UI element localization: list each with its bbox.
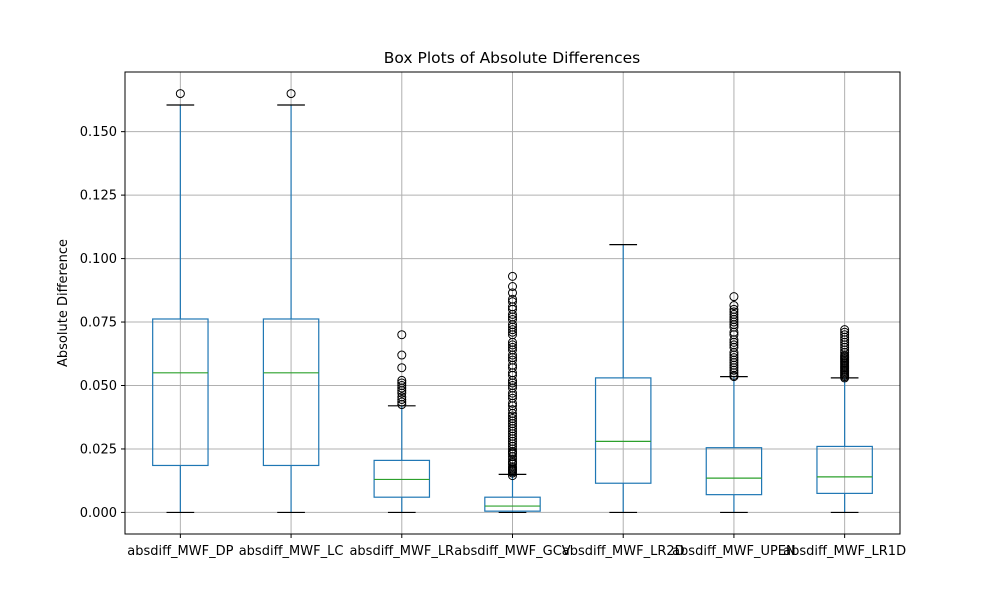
outlier-point (508, 411, 517, 421)
outlier-point (397, 378, 407, 388)
box-group (705, 292, 763, 514)
box-group (152, 89, 209, 514)
box-group (594, 244, 652, 514)
y-axis-label: Absolute Difference (56, 239, 71, 367)
box-group (373, 330, 431, 514)
outlier-point (508, 355, 517, 365)
y-tick-label: 0.050 (80, 379, 117, 394)
outlier-point (508, 315, 517, 324)
outlier-point (729, 353, 739, 363)
chart-title: Box Plots of Absolute Differences (384, 49, 640, 67)
box-layer (152, 89, 873, 514)
box-group (816, 325, 873, 514)
outlier-point (286, 89, 296, 99)
outlier-point (840, 325, 850, 335)
outlier-point (508, 294, 517, 304)
outlier-point (508, 414, 517, 423)
outlier-point (508, 381, 517, 390)
outlier-point (508, 288, 517, 298)
outlier-point (729, 304, 739, 314)
x-tick-label: absdiff_MWF_DP (127, 544, 233, 559)
y-tick-label: 0.025 (80, 442, 117, 457)
outlier-point (508, 271, 517, 281)
outlier-point (508, 325, 517, 335)
y-tick-label: 0.150 (80, 125, 117, 140)
y-tick-label: 0.125 (80, 189, 117, 204)
outlier-point (397, 397, 407, 407)
iqr-box (594, 377, 652, 484)
grid-layer (125, 72, 900, 534)
outlier-point (508, 393, 517, 403)
iqr-box (262, 318, 320, 467)
x-tick-label: absdiff_MWF_GCV (454, 544, 571, 559)
outlier-point (397, 363, 407, 373)
outlier-point (729, 307, 739, 317)
outlier-point (508, 297, 517, 307)
outlier-point (840, 330, 850, 340)
axis-layer: 0.000 0.025 0.050 0.075 0.100 0.125 0.150 absdi… (80, 125, 906, 559)
box-group (262, 89, 320, 514)
y-tick-label: 0.000 (80, 506, 117, 521)
box-group (484, 271, 541, 514)
outlier-point (729, 309, 739, 319)
iqr-box (152, 318, 209, 467)
outlier-point (729, 340, 739, 350)
x-tick-label: absdiff_MWF_UPEN (672, 544, 796, 559)
outlier-point (508, 342, 517, 352)
y-tick-label: 0.075 (80, 316, 117, 331)
x-tick-label: absdiff_MWF_LC (239, 544, 344, 559)
outlier-point (840, 327, 850, 337)
outlier-point (397, 330, 407, 340)
outlier-point (397, 392, 407, 402)
x-tick-label: absdiff_MWF_LR2D (562, 544, 685, 559)
outlier-point (397, 350, 407, 360)
outlier-point (508, 282, 517, 291)
x-tick-label: absdiff_MWF_LR (349, 544, 454, 559)
outlier-point (397, 394, 407, 404)
iqr-box (484, 496, 541, 512)
iqr-box (373, 459, 431, 498)
outlier-point (175, 89, 185, 99)
x-tick-label: absdiff_MWF_LR1D (783, 544, 906, 559)
outlier-point (508, 340, 517, 350)
outlier-point (397, 375, 407, 385)
outlier-point (397, 381, 407, 390)
outlier-point (729, 301, 739, 311)
iqr-box (705, 447, 763, 496)
y-tick-label: 0.100 (80, 252, 117, 267)
outlier-point (729, 292, 739, 302)
iqr-box (816, 445, 873, 494)
outlier-point (508, 405, 517, 415)
